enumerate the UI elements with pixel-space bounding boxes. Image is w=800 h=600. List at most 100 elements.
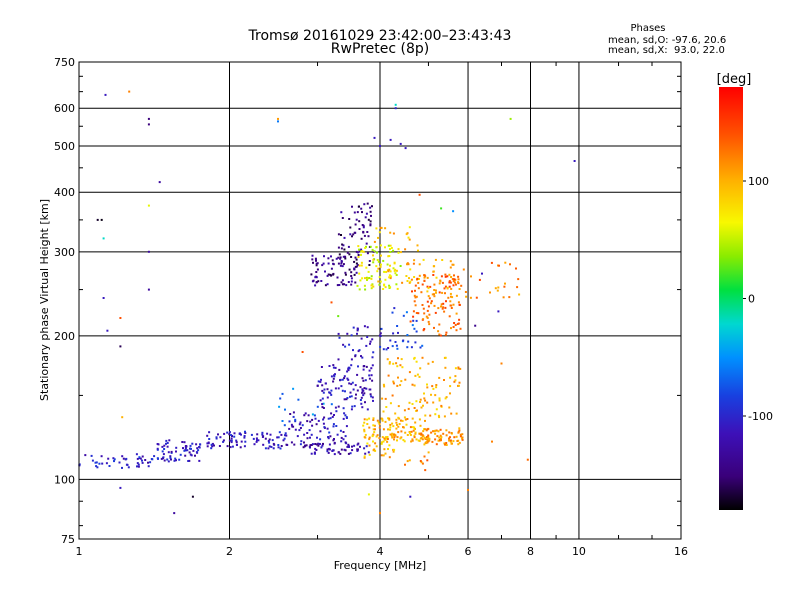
data-point [438,376,441,379]
data-point [517,278,520,281]
data-point [314,257,317,260]
data-point [408,277,410,280]
data-point [328,391,331,394]
data-point [395,421,398,424]
data-point [175,459,177,462]
data-point [369,210,372,213]
data-point [328,443,331,446]
data-point [389,231,392,234]
data-point [331,415,334,418]
data-point [371,396,374,399]
data-point [396,365,399,368]
data-point [369,206,372,209]
data-point [391,432,394,435]
data-point [354,281,357,284]
data-point [344,345,347,348]
data-point [454,379,457,382]
data-point [449,436,451,439]
data-point [360,396,363,399]
data-point [322,402,325,405]
data-point [379,280,382,283]
data-point [401,281,404,284]
data-point [431,360,434,363]
data-point [453,281,456,284]
data-point [433,293,435,296]
data-point [437,307,440,310]
data-point [354,355,357,358]
data-point [438,416,441,419]
data-point [448,437,450,440]
data-point [161,445,164,448]
data-point [364,379,367,382]
data-point [283,424,286,427]
data-point [427,305,430,308]
data-point [371,248,374,251]
data-point [317,380,320,383]
data-point [374,442,377,445]
data-point [428,439,431,442]
data-point [141,455,144,458]
data-point [371,205,373,208]
data-point [387,244,390,247]
data-point [509,117,512,120]
data-point [293,443,296,446]
data-point [136,457,139,460]
data-point [430,300,433,303]
data-point [515,267,517,270]
data-point [378,334,381,337]
data-point [360,250,363,253]
data-point [448,281,451,284]
data-point [316,436,318,439]
data-point [138,456,141,459]
data-point [409,268,412,271]
data-point [90,454,93,457]
data-point [352,233,355,236]
data-point [370,277,373,280]
data-point [370,367,373,370]
data-point [422,329,425,332]
data-point [380,442,383,445]
data-point [413,426,416,429]
data-point [283,437,286,440]
data-point [399,364,402,367]
data-point [457,278,460,281]
data-point [326,448,329,451]
data-point [444,306,447,309]
data-point [357,350,360,353]
data-point [375,445,378,448]
data-point [156,447,159,450]
data-point [363,421,366,424]
data-point [418,263,421,266]
data-point [340,260,343,262]
data-point [449,440,452,443]
data-point [313,414,316,417]
data-point [194,454,196,457]
data-point [395,283,398,286]
data-point [388,456,391,459]
data-point [406,280,409,282]
data-point [388,284,391,287]
data-point [307,414,310,417]
data-point [198,446,201,449]
data-point [391,394,394,397]
data-point [324,284,327,287]
data-point [386,438,389,440]
data-point [211,445,214,448]
data-point [314,443,317,445]
data-point [418,432,421,435]
data-point [167,460,170,463]
data-point [388,417,391,420]
data-point [334,366,337,369]
data-point [444,366,447,369]
data-point [239,446,242,449]
data-point [445,429,448,432]
data-point [422,404,424,407]
data-point [363,284,366,287]
data-point [256,439,258,442]
data-point [394,107,397,110]
data-point [430,393,432,396]
data-point [452,210,455,213]
data-point [347,368,350,371]
data-point [304,412,307,415]
data-point [377,421,380,424]
